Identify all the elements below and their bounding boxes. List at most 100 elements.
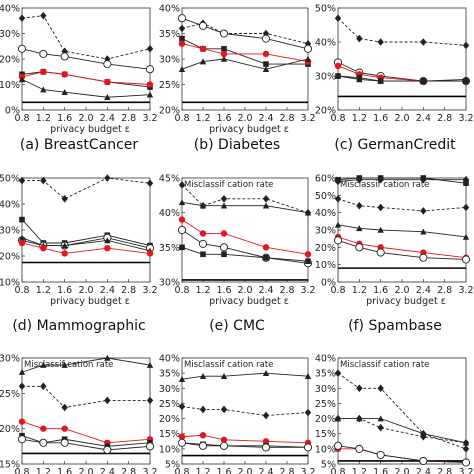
germancredit-data-point (377, 38, 384, 46)
panel-h-data-point (199, 372, 207, 379)
panel-i-xtick-label: 2.8 (437, 467, 452, 474)
diabetes-ytick-label: 20% (159, 106, 180, 117)
mammographic-ytick-label: 30% (0, 226, 20, 237)
spambase-xtick-label: 0.8 (330, 285, 345, 296)
cmc-axes-frame (181, 177, 309, 283)
diabetes-series-line (181, 22, 309, 45)
panel-h-xtick-label: 2.8 (279, 467, 294, 474)
cmc-data-point (220, 202, 228, 209)
spambase-data-point (356, 175, 363, 184)
cmc-data-point (178, 199, 186, 206)
panel-i-series-line (338, 418, 467, 444)
mammographic-data-point (19, 216, 25, 223)
diabetes-data-point (263, 61, 269, 67)
diabetes-data-point (262, 50, 270, 58)
panel-i-title: Misclassif cation rate (340, 360, 429, 370)
breastcancer-xtick-label: 1.6 (57, 113, 72, 124)
spambase-xtick-label: 2.0 (394, 285, 409, 296)
diabetes-xtick-label: 2.4 (258, 113, 273, 124)
panel-g-data-point (18, 418, 26, 425)
panel-i-ytick-label: 35% (315, 369, 336, 380)
panel-g-data-point (40, 425, 47, 432)
panel-h-data-point (262, 369, 270, 376)
panel-h-ytick-label: 25% (159, 399, 180, 410)
panel-h-data-point (261, 443, 271, 452)
panel-h-xtick-label: 2.0 (237, 467, 252, 474)
breastcancer-data-point (146, 91, 154, 98)
chart-panel-h: 5% 10% 15% 20% 25% 30% 35% 40% 0.8 1.2 1.6 2.0 2.4 2.… (159, 354, 316, 474)
diabetes-ytick-label: 30% (159, 55, 180, 66)
spambase-title: Misclassif cation rate (340, 180, 429, 190)
cmc-ytick-label: 35% (159, 243, 180, 254)
cmc-data-point (178, 216, 186, 223)
chart-diabetes: 20% 25% 30% 35% 40% 0.8 1.2 1.6 2.0 2.4 2.8 3.2 priv… (159, 4, 316, 136)
spambase-xtick-label: 2.4 (416, 285, 431, 296)
panel-h-data-point (198, 441, 208, 450)
diabetes-data-point (179, 35, 185, 42)
breastcancer-data-point (146, 45, 154, 53)
panel-g-data-point (146, 396, 154, 405)
spambase-ytick-label: 0% (321, 278, 336, 289)
mammographic-xtick-label: 2.0 (78, 285, 93, 296)
mammographic-axes-frame (21, 177, 151, 283)
spambase-ytick-label: 60% (315, 174, 336, 185)
spambase-data-point (420, 175, 427, 184)
cmc-xtick-label: 2.8 (279, 285, 294, 296)
panel-h-ytick-label: 30% (159, 384, 180, 395)
cmc-series-line (181, 219, 309, 255)
spambase-data-point (377, 175, 384, 184)
panel-i-ytick-label: 5% (321, 460, 336, 471)
mammographic-series-line (22, 177, 151, 200)
diabetes-data-point (199, 45, 207, 52)
chart-panel-i: 5% 10% 15% 20% 25% 30% 35% 40% 0.8 1.2 1.6 2.0 2.4 2.… (315, 354, 474, 474)
panel-i-data-point (355, 444, 364, 453)
breastcancer-data-point (39, 49, 48, 58)
spambase-data-point (377, 203, 384, 212)
germancredit-data-point (356, 76, 363, 83)
mammographic-data-point (40, 245, 47, 252)
cmc-xlabel: privacy budget ε (209, 296, 289, 307)
breastcancer-data-point (146, 81, 154, 88)
panel-i-data-point (377, 415, 384, 422)
spambase-xlabel: privacy budget ε (366, 296, 446, 307)
cmc-data-point (220, 195, 228, 203)
panel-g-series-line (22, 385, 150, 408)
chart-cmc: 30% 35% 40% 45% 0.8 1.2 1.6 2.0 2.4 2.8 3.2 privacy… (159, 174, 316, 308)
breastcancer-xtick-label: 3.2 (142, 113, 157, 124)
diabetes-data-point (199, 58, 207, 65)
diabetes-data-point (177, 14, 187, 23)
chart-mammographic: 10% 20% 30% 40% 50% 0.8 1.2 1.6 2.0 2.4 2.8 3.2 priv… (0, 174, 158, 308)
diabetes-xtick-label: 1.6 (216, 113, 231, 124)
panel-i-ytick-label: 10% (315, 444, 336, 455)
chart-panel-g: 15% 20% 25% 30% 0.8 1.2 1.6 2.0 2.4 2.8 3.2 Misclas… (0, 354, 158, 474)
spambase-data-point (376, 248, 385, 257)
panel-g-data-point (104, 396, 111, 405)
panel-h-xtick-label: 0.8 (174, 467, 189, 474)
diabetes-xtick-label: 2.0 (237, 113, 252, 124)
diabetes-ytick-label: 35% (159, 29, 180, 40)
spambase-ytick-label: 20% (315, 243, 336, 254)
panel-h-data-point (177, 438, 187, 447)
cmc-data-point (262, 244, 270, 251)
panel-h-ytick-label: 20% (159, 414, 180, 425)
germancredit-data-point (462, 76, 470, 83)
mammographic-data-point (104, 245, 111, 252)
spambase-ytick-label: 30% (315, 226, 336, 237)
panel-g-title: Misclassif cation rate (24, 360, 113, 370)
panel-g-data-point (61, 361, 68, 368)
cmc-xtick-label: 1.2 (195, 285, 210, 296)
panel-g-data-point (146, 361, 154, 368)
panel-h-data-point (304, 372, 312, 379)
spambase-data-point (355, 243, 364, 252)
panel-g-data-point (104, 354, 111, 361)
caption-breastcancer: (a) BreastCancer (19, 137, 139, 153)
cmc-data-point (304, 209, 312, 216)
spambase-data-point (462, 175, 470, 184)
breastcancer-series-line (21, 15, 151, 60)
diabetes-data-point (178, 40, 186, 47)
spambase-data-point (420, 228, 427, 235)
breastcancer-xtick-label: 0.8 (14, 113, 29, 124)
cmc-data-point (221, 251, 227, 258)
breastcancer-ytick-label: 40% (0, 4, 20, 15)
